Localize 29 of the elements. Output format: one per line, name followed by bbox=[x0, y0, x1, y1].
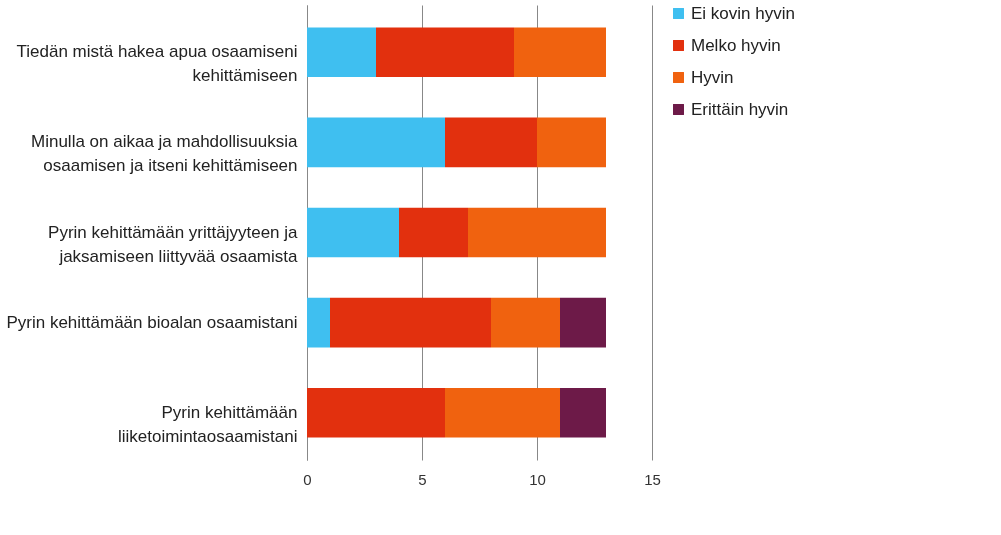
bar bbox=[514, 27, 606, 78]
bar bbox=[468, 207, 606, 258]
x-tick-label: 0 bbox=[303, 470, 312, 488]
bar bbox=[445, 387, 560, 438]
bar bbox=[491, 297, 560, 348]
legend-label: Melko hyvin bbox=[691, 35, 781, 55]
bar bbox=[307, 297, 330, 348]
bar bbox=[560, 387, 606, 438]
bar bbox=[330, 297, 491, 348]
bar bbox=[537, 117, 606, 168]
x-tick-label: 10 bbox=[529, 470, 546, 488]
bar bbox=[307, 387, 445, 438]
bar bbox=[399, 207, 468, 258]
y-tick-label: Minulla on aikaa ja mahdollisuuksia osaamisen ja itseni kehittämiseen bbox=[31, 132, 299, 176]
bar bbox=[376, 27, 514, 78]
y-tick-label: Pyrin kehittämään yrittäjyyteen ja jaksamiseen liittyvää osaamista bbox=[48, 222, 299, 266]
legend-label: Ei kovin hyvin bbox=[691, 3, 795, 23]
bar bbox=[445, 117, 537, 168]
x-tick-label: 5 bbox=[418, 470, 427, 488]
legend-label: Hyvin bbox=[691, 67, 734, 87]
bar bbox=[307, 117, 445, 168]
y-tick-label: Pyrin kehittämään bioalan osaamistani bbox=[6, 312, 298, 332]
bar bbox=[307, 207, 399, 258]
legend-label: Erittäin hyvin bbox=[691, 99, 789, 119]
y-tick-label: Pyrin kehittämään liiketoimintaosaamistani bbox=[117, 402, 298, 446]
bar bbox=[560, 297, 606, 348]
bar bbox=[307, 27, 376, 78]
y-tick-label: Tiedän mistä hakea apua osaamiseni kehittämiseen bbox=[16, 42, 298, 86]
x-tick-label: 15 bbox=[644, 470, 661, 488]
